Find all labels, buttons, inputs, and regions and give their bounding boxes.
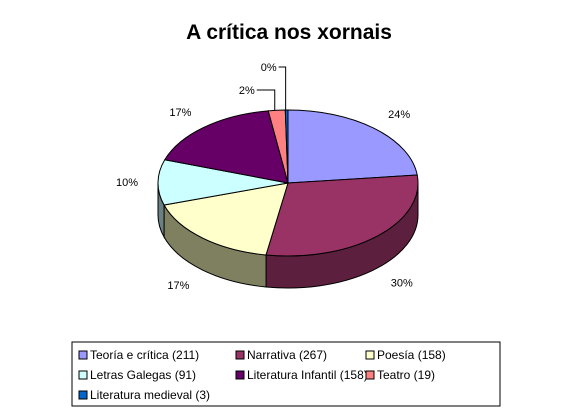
legend-swatch-6: [78, 390, 88, 400]
legend-label-4: Literatura Infantil (158): [247, 368, 368, 382]
legend-label-6: Literatura medieval (3): [90, 388, 210, 402]
legend-swatch-5: [365, 370, 375, 380]
pct-label-3: 10%: [116, 177, 138, 189]
pie-slices: [157, 109, 419, 257]
leader-line-5: [256, 89, 276, 111]
pie-depth: [157, 182, 419, 289]
pct-label-1: 30%: [391, 278, 413, 290]
legend-label-2: Poesía (158): [377, 348, 446, 362]
leader-line-6: [278, 66, 287, 111]
legend-box: [71, 341, 501, 407]
legend: Teoría e crítica (211) Narrativa (267) Poe…: [71, 341, 501, 407]
pct-label-0: 24%: [388, 109, 410, 121]
pie-labels: 24% 30% 17% 10% 17% 2% 0%: [116, 62, 413, 292]
pct-label-5: 2%: [239, 85, 255, 97]
pie-slice-0: [287, 109, 418, 184]
legend-label-1: Narrativa (267): [247, 348, 327, 362]
legend-swatch-2: [365, 350, 375, 360]
pct-label-6: 0%: [261, 62, 277, 74]
pie-slice-1: [265, 174, 419, 257]
pie-slice-6: [284, 109, 289, 184]
pie-slice-2: [163, 182, 289, 256]
legend-swatch-1: [235, 350, 245, 360]
pct-label-4: 17%: [169, 107, 191, 119]
legend-label-5: Teatro (19): [377, 368, 435, 382]
legend-swatch-3: [78, 370, 88, 380]
legend-swatch-4: [235, 370, 245, 380]
pie-slice-4: [163, 110, 289, 184]
pie-slice-3: [157, 159, 289, 206]
legend-label-3: Letras Galegas (91): [90, 368, 196, 382]
chart-title: A crítica nos xornais: [186, 21, 392, 44]
legend-swatch-0: [78, 350, 88, 360]
pct-label-2: 17%: [167, 280, 189, 292]
legend-label-0: Teoría e crítica (211): [90, 348, 199, 362]
